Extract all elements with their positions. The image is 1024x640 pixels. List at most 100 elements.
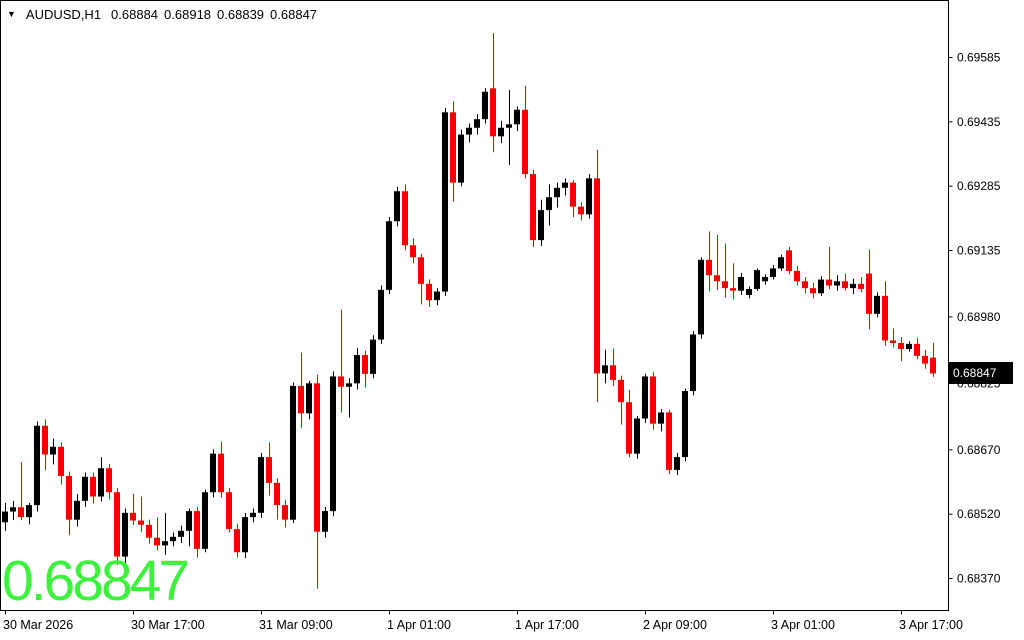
candle-body	[386, 221, 392, 290]
candle-body	[834, 281, 840, 286]
y-axis-label: 0.69285	[957, 179, 1001, 193]
x-axis-label: 30 Mar 17:00	[131, 618, 205, 632]
candle-body	[250, 512, 256, 518]
candle-body	[146, 524, 152, 538]
candle-body	[610, 365, 616, 380]
candle-body	[2, 511, 8, 523]
candle-body	[858, 283, 864, 289]
y-axis-label: 0.68520	[957, 507, 1001, 521]
candle-body	[258, 457, 264, 513]
symbol-timeframe-label: AUDUSD,H1	[25, 7, 102, 22]
candle-body	[66, 475, 72, 520]
candle-body	[426, 283, 432, 301]
candle-body	[178, 530, 184, 537]
candle-body	[762, 276, 768, 282]
x-axis-label: 3 Apr 01:00	[771, 618, 835, 632]
candle-body	[322, 511, 328, 532]
candle-body	[362, 355, 368, 374]
candle-body	[98, 468, 104, 497]
candle-body	[594, 178, 600, 374]
chart-header: ▼ AUDUSD,H1 0.68884 0.68918 0.68839 0.68…	[7, 7, 323, 22]
candle-body	[714, 275, 720, 282]
candle-body	[554, 187, 560, 198]
candle-body	[530, 174, 536, 241]
candle-body	[914, 343, 920, 356]
candle-body	[186, 511, 192, 531]
candle-body	[826, 279, 832, 286]
candle-body	[346, 383, 352, 387]
candle-body	[298, 385, 304, 414]
y-axis-label: 0.68980	[957, 310, 1001, 324]
candle-body	[562, 182, 568, 188]
candle-body	[210, 453, 216, 493]
candle-body	[474, 119, 480, 128]
candle-body	[866, 273, 872, 314]
x-axis-label: 3 Apr 17:00	[899, 618, 963, 632]
candle-body	[274, 482, 280, 506]
candle-body	[138, 520, 144, 525]
candle-body	[642, 376, 648, 419]
candle-body	[162, 541, 168, 546]
candle-body	[226, 492, 232, 530]
candle-body	[418, 257, 424, 284]
candle-body	[498, 127, 504, 137]
candle-body	[802, 281, 808, 289]
candle-body	[850, 283, 856, 289]
candle-body	[882, 295, 888, 341]
candle-body	[874, 295, 880, 314]
candle-body	[666, 412, 672, 470]
candle-body	[906, 343, 912, 350]
candle-body	[10, 507, 16, 512]
candle-body	[890, 340, 896, 344]
candle-body	[650, 376, 656, 424]
candle-body	[690, 334, 696, 392]
ohlc-high-value: 0.68918	[164, 7, 212, 22]
candle-body	[738, 276, 744, 291]
symbol-dropdown-icon[interactable]: ▼	[7, 9, 16, 19]
candle-body	[706, 259, 712, 276]
candle-body	[898, 343, 904, 350]
candle-body	[546, 197, 552, 211]
candle-body	[242, 517, 248, 553]
candle-body	[170, 536, 176, 542]
candle-body	[34, 425, 40, 506]
candle-body	[930, 357, 936, 374]
candle-body	[586, 178, 592, 215]
candle-body	[434, 291, 440, 301]
candle-body	[810, 288, 816, 294]
candle-body	[522, 109, 528, 175]
candle-body	[122, 512, 128, 557]
candle-body	[234, 529, 240, 553]
ohlc-low-value: 0.68839	[217, 7, 265, 22]
candle-body	[786, 250, 792, 271]
candle-body	[514, 109, 520, 125]
y-axis-label: 0.69435	[957, 115, 1001, 129]
candle-body	[314, 383, 320, 532]
candle-body	[74, 500, 80, 520]
x-axis-label: 2 Apr 09:00	[643, 618, 707, 632]
candle-body	[538, 210, 544, 241]
candle-body	[18, 507, 24, 518]
candle-body	[42, 425, 48, 455]
candle-body	[338, 376, 344, 387]
candle-body	[922, 355, 928, 364]
candle-body	[194, 511, 200, 549]
candle-body	[754, 270, 760, 289]
candle-body	[842, 281, 848, 289]
y-axis-label: 0.68670	[957, 443, 1001, 457]
candle-body	[354, 355, 360, 384]
candle-body	[794, 270, 800, 282]
candle-body	[618, 379, 624, 403]
candle-body	[306, 383, 312, 414]
candle-body	[290, 385, 296, 520]
candle-body	[658, 412, 664, 424]
candle-body	[218, 453, 224, 493]
candle-body	[578, 206, 584, 215]
candle-body	[746, 288, 752, 295]
y-axis-label: 0.69135	[957, 243, 1001, 257]
candle-body	[634, 418, 640, 454]
ohlc-close-value: 0.68847	[270, 7, 318, 22]
x-axis-label: 1 Apr 17:00	[515, 618, 579, 632]
